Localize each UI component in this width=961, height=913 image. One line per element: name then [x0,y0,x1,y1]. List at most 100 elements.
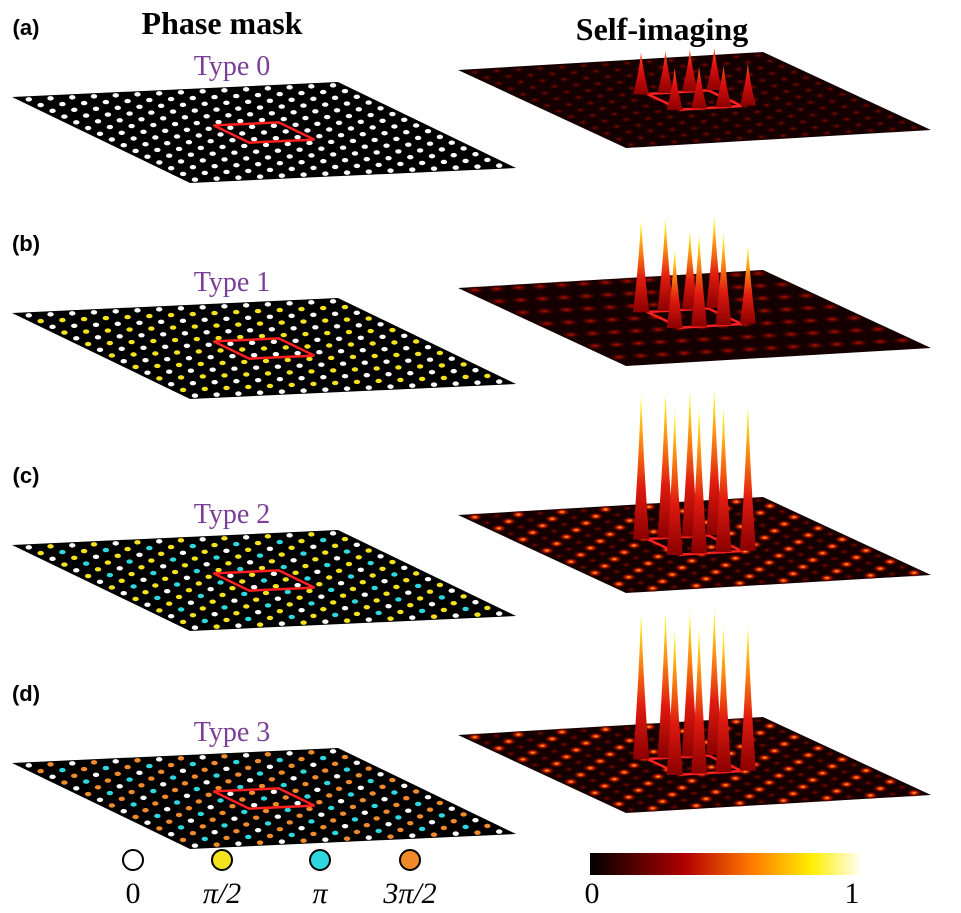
intensity-spot [795,563,811,571]
mask-dot [387,168,393,172]
mask-dot [243,822,249,826]
mask-dot [69,761,75,765]
mask-dot [415,584,421,588]
intensity-spot [751,774,763,780]
mask-dot [271,572,277,576]
intensity-spot [588,512,604,520]
mask-dot [176,813,182,817]
mask-dot [308,369,314,373]
mask-dot [211,830,217,834]
mask-dot [243,372,249,376]
mask-dot [184,128,190,132]
mask-dot [168,545,174,549]
mask-dot [289,167,295,171]
intensity-spot [843,314,865,322]
intensity-spot [517,91,529,97]
mask-dot [350,805,356,809]
mask-dot [121,809,127,813]
mask-dot [186,588,192,592]
intensity-spot [850,109,862,115]
intensity-spot [625,327,647,335]
mask-dot [172,570,178,574]
intensity-spot [773,108,785,114]
intensity-spot [596,106,608,112]
mask-dot [121,359,127,363]
mask-dot [354,543,360,547]
mask-dot [296,148,302,152]
mask-dot [231,817,237,821]
mask-dot [211,380,217,384]
mask-dot [441,160,447,164]
mask-dot [213,842,219,846]
mask-dot [312,557,318,561]
mask-dot [344,767,350,771]
mask-dot [449,357,455,361]
intensity-spot [795,292,817,300]
intensity-spot [834,535,850,543]
intensity-spot [568,526,584,534]
mask-dot [310,166,316,170]
mask-dot [318,147,324,151]
mask-dot [168,313,174,317]
intensity-spot [732,788,744,794]
intensity-spot [493,80,505,86]
intensity-spot [592,81,604,87]
mask-dot [196,799,202,803]
mask-dot [484,606,490,610]
mask-dot [332,762,338,766]
intensity-spot [464,286,486,294]
mask-dot [217,348,223,352]
mask-dot [377,554,383,558]
mask-dot [172,788,178,792]
intensity-spot [628,97,640,103]
mask-dot [233,542,239,546]
mask-dot [49,325,55,329]
intensity-spot [775,785,787,791]
mask-dot [257,174,263,178]
intensity-spot [553,293,575,301]
mask-dot [338,349,344,353]
intensity-spot [705,99,717,105]
intensity-spot [765,572,777,578]
mask-dot [160,332,166,336]
mask-dot [156,608,162,612]
mask-dot [245,169,251,173]
mask-dot [318,813,324,817]
intensity-spot [515,79,527,85]
intensity-spot [525,529,541,537]
mask-dot [334,324,340,328]
mask-dot [287,154,293,158]
intensity-spot [481,520,493,526]
mask-dot [385,604,391,608]
intensity-spot [611,789,623,795]
intensity-spot [865,127,877,133]
intensity-spot [776,64,788,70]
intensity-spot [776,520,792,528]
mask-dot [148,558,154,562]
mask-dot [405,143,411,147]
mask-dot [180,388,186,392]
mask-dot [441,608,447,612]
mask-dot [365,548,371,552]
mask-dot [233,310,239,314]
mask-dot [294,351,300,355]
mask-dot [136,321,142,325]
intensity-spot [596,551,608,557]
mask-dot [306,357,312,361]
mask-dot [107,341,113,345]
intensity-spot [603,328,625,336]
mask-dot [484,824,490,828]
intensity-spot [584,100,596,106]
mask-dot [83,779,89,783]
mask-dot [277,92,283,96]
mask-dot [172,338,178,342]
mask-dot [336,337,342,341]
mask-dot [168,614,174,618]
mask-dot [138,783,144,787]
mask-dot [245,835,251,839]
mask-dot [267,315,273,319]
mask-dot [460,594,466,598]
intensity-spot [756,134,768,140]
mask-dot [451,601,457,605]
intensity-spot [469,69,481,75]
